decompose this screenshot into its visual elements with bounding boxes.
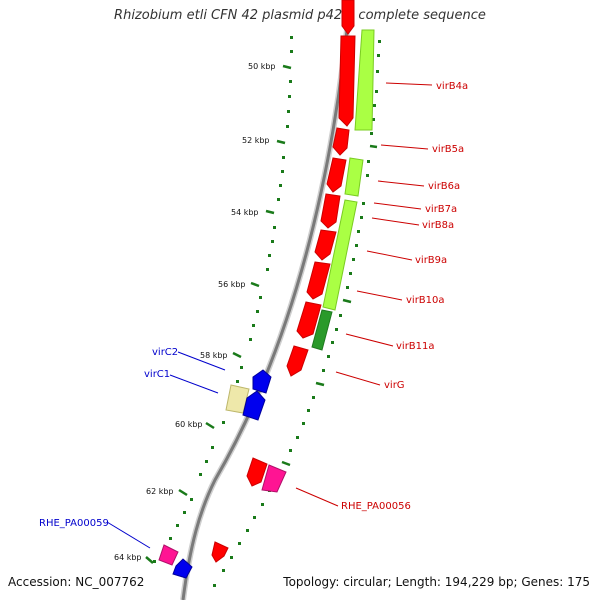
scale-label-52kbp: 52 kbp	[242, 136, 270, 145]
forward-genes	[211, 0, 356, 563]
label-virB4a[interactable]: virB4a	[436, 81, 468, 92]
scale-label-56kbp: 56 kbp	[218, 280, 246, 289]
gene-red-60kbp	[246, 457, 268, 487]
reverse-genes	[172, 369, 272, 579]
gene-blue-64kbp	[172, 558, 193, 579]
gene-virC2	[252, 369, 272, 394]
label-virB5a[interactable]: virB5a	[432, 144, 464, 155]
gene-virB8a	[314, 229, 337, 261]
gene-virB10a	[296, 301, 322, 339]
gene-top-arrow	[341, 0, 355, 35]
operon-segment-top	[354, 29, 375, 131]
gene-RHE_PA00059	[158, 544, 179, 566]
forward-leader-lines	[295, 82, 433, 507]
gene-virB11a	[286, 345, 309, 377]
label-virB9a[interactable]: virB9a	[415, 255, 447, 266]
virB-operon-block	[311, 29, 375, 351]
label-virC1[interactable]: virC1	[144, 369, 170, 380]
reverse-leader-lines	[106, 351, 226, 549]
operon-segment-long	[322, 199, 358, 311]
major-ticks	[145, 64, 292, 564]
pink-genes	[158, 464, 287, 566]
gene-virB4a	[338, 35, 356, 127]
label-virC2[interactable]: virC2	[152, 347, 178, 358]
gene-virB6a	[326, 157, 347, 193]
outer-major-ticks	[281, 144, 378, 467]
gene-virB5a	[332, 127, 350, 156]
operon-segment-mid	[344, 157, 364, 197]
gene-virC1	[242, 390, 266, 421]
gene-red-64kbp	[211, 541, 229, 563]
label-RHE_PA00056[interactable]: RHE_PA00056	[341, 501, 411, 512]
label-virB7a[interactable]: virB7a	[425, 204, 457, 215]
scale-label-58kbp: 58 kbp	[200, 351, 228, 360]
scale-label-64kbp: 64 kbp	[114, 553, 142, 562]
map-title: Rhizobium etli CFN 42 plasmid p42a, comp…	[114, 8, 486, 23]
gene-virB9a	[306, 261, 331, 300]
scale-label-62kbp: 62 kbp	[146, 487, 174, 496]
gene-RHE_PA00056	[261, 464, 287, 493]
label-RHE_PA00059[interactable]: RHE_PA00059	[39, 518, 109, 529]
label-virB10a[interactable]: virB10a	[406, 295, 445, 306]
label-virB11a[interactable]: virB11a	[396, 341, 435, 352]
operon-segment-dark	[311, 309, 333, 351]
label-virG[interactable]: virG	[384, 380, 405, 391]
scale-label-50kbp: 50 kbp	[248, 62, 276, 71]
scale-label-60kbp: 60 kbp	[175, 420, 203, 429]
accession-text: Accession: NC_007762	[8, 575, 145, 589]
gene-virB7a	[320, 193, 341, 229]
label-virB6a[interactable]: virB6a	[428, 181, 460, 192]
label-virB8a[interactable]: virB8a	[422, 220, 454, 231]
summary-text: Topology: circular; Length: 194,229 bp; …	[283, 575, 590, 589]
inner-ruler	[153, 36, 293, 563]
scale-label-54kbp: 54 kbp	[231, 208, 259, 217]
